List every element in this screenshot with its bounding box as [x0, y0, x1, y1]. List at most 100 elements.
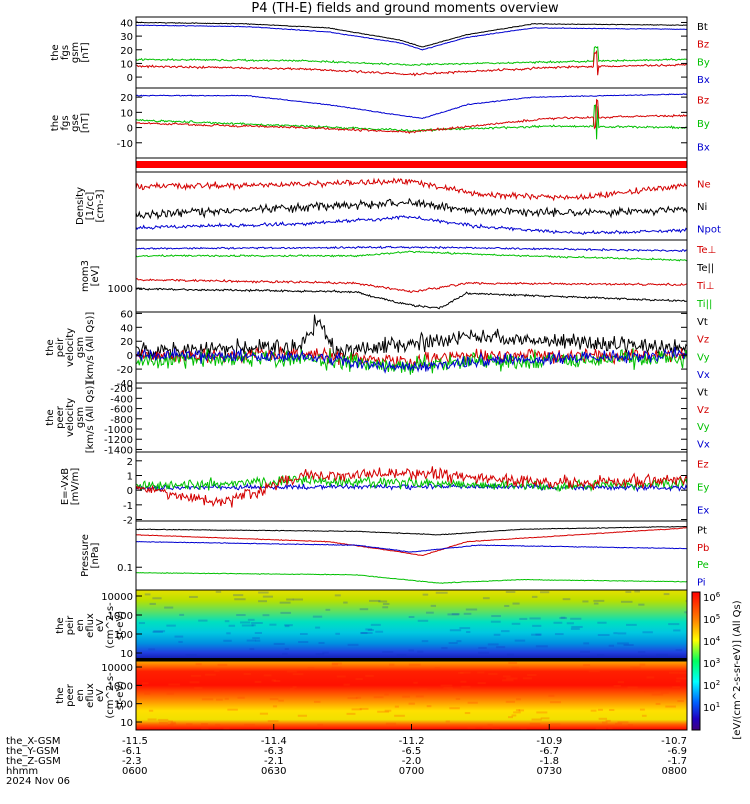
spectrogram-texture	[630, 666, 642, 669]
spectrogram-texture	[668, 671, 679, 674]
y-axis-label: the	[50, 115, 61, 131]
colorbar-tick-label: 106	[703, 591, 721, 604]
y-axis-label: E=-VxB	[60, 468, 71, 505]
panel-peir_velocity: 60 40 20 0 -20 -40 the peir velocity gsm [km/s (Al…	[45, 309, 710, 390]
spectrogram-texture	[249, 648, 255, 651]
spectrogram-texture	[190, 674, 202, 677]
spectrogram-texture	[262, 614, 270, 617]
spectrogram-texture	[597, 708, 603, 711]
tick-exponent: 6	[716, 591, 721, 599]
x-row-label: the_Y-GSM	[6, 746, 59, 757]
y-axis-label: en	[75, 689, 86, 702]
spectrogram-texture	[216, 698, 223, 701]
spectrogram-texture	[519, 617, 528, 620]
spectrogram-texture	[582, 600, 589, 603]
spectrogram-texture	[258, 600, 268, 603]
spectrogram-texture	[430, 604, 436, 607]
legend-Vy: Vy	[697, 352, 710, 363]
y-tick-label: 30	[120, 32, 133, 43]
spectrogram-texture	[413, 681, 418, 684]
spectrogram-texture	[223, 639, 232, 642]
spectrogram-texture	[566, 622, 574, 625]
spectrogram-texture	[346, 712, 356, 715]
x-tick-label: -10.7	[661, 736, 687, 747]
spectrogram-texture	[227, 708, 238, 711]
spectrogram-texture	[613, 684, 621, 687]
spectrogram-texture	[142, 682, 149, 685]
series-bz	[136, 49, 687, 77]
spectrogram-texture	[487, 723, 493, 726]
colorbar-scale	[691, 591, 701, 731]
spectrogram-texture	[673, 629, 681, 632]
spectrogram-texture	[478, 651, 490, 654]
spectrogram-texture	[186, 723, 193, 726]
series-bz	[136, 98, 687, 135]
spectrogram-texture	[166, 692, 174, 695]
spectrogram-texture	[213, 689, 222, 692]
series-by	[136, 104, 687, 140]
spectrogram-texture	[373, 696, 384, 699]
spectrogram-texture	[613, 632, 618, 635]
spectrogram-texture	[359, 608, 369, 611]
x-tick-label: 0630	[261, 766, 286, 777]
spectrogram-texture	[502, 679, 514, 682]
spectrogram-texture	[531, 718, 542, 721]
plot-title: P4 (TH-E) fields and ground moments over…	[251, 1, 559, 16]
x-tick-label: -2.1	[264, 756, 284, 767]
spectrogram-texture	[447, 613, 459, 616]
panel-data-fgs_gsm	[136, 21, 687, 77]
legend-Bz: Bz	[697, 96, 709, 107]
colorbar-tick-label: 101	[703, 701, 720, 714]
y-axis-label: (cm^2-s-	[105, 672, 116, 719]
panel-data-peer_eflux	[136, 661, 687, 730]
y-axis-label: peer	[55, 405, 66, 429]
spectrogram-texture	[214, 669, 220, 672]
y-tick-label: 60	[120, 309, 133, 320]
spectrogram-texture	[343, 683, 350, 686]
spectrogram-texture	[144, 692, 151, 695]
spectrogram-texture	[347, 697, 358, 700]
spectrogram-peir_eflux	[136, 590, 687, 661]
spectrogram-texture	[627, 724, 633, 727]
x-tick-label: 0700	[399, 766, 424, 777]
spectrogram-texture	[149, 602, 156, 605]
y-tick-label: -1	[123, 501, 133, 512]
spectrogram-texture	[535, 645, 548, 648]
y-tick-label: 0	[127, 351, 133, 362]
x-tick-label: -11.4	[261, 736, 287, 747]
spectrogram-texture	[279, 601, 291, 604]
y-axis-label: eV	[95, 689, 106, 702]
spectrogram-texture	[365, 628, 373, 631]
spectrogram-texture	[515, 709, 521, 712]
spectrogram-texture	[491, 727, 500, 730]
spectrogram-texture	[331, 663, 338, 666]
spectrogram-texture	[490, 620, 501, 623]
spectrogram-texture	[198, 619, 208, 622]
spectrogram-texture	[481, 689, 490, 692]
spectrogram-texture	[334, 594, 341, 597]
panel-data-temperature	[136, 245, 687, 310]
spectrogram-texture	[317, 723, 323, 726]
y-tick-label: 10	[120, 108, 133, 119]
spectrogram-texture	[651, 693, 664, 696]
spectrogram-texture	[251, 624, 256, 627]
legend-Pt: Pt	[697, 526, 707, 537]
series-npot	[136, 215, 687, 235]
spectrogram-texture	[522, 677, 532, 680]
spectrogram-texture	[571, 625, 583, 628]
y-axis-label: [1/cc]	[85, 192, 96, 221]
spectrogram-texture	[449, 707, 460, 710]
spectrogram-texture	[262, 595, 273, 598]
spectrogram-texture	[422, 593, 429, 596]
spectrogram-texture	[170, 722, 177, 725]
y-axis-label: sr-eV)	[115, 681, 126, 710]
spectrogram-texture	[597, 654, 605, 657]
spectrogram-texture	[554, 633, 564, 636]
y-tick-label: 20	[120, 93, 133, 104]
legend-Te||: Te||	[696, 263, 714, 274]
series-bx	[136, 93, 687, 120]
spectrogram-texture	[451, 613, 460, 616]
panel-fgs_gsm: 40 30 20 10 0 the fgs gsm [nT] Bt Bz By Bx	[50, 16, 710, 89]
spectrogram-texture	[178, 640, 183, 643]
